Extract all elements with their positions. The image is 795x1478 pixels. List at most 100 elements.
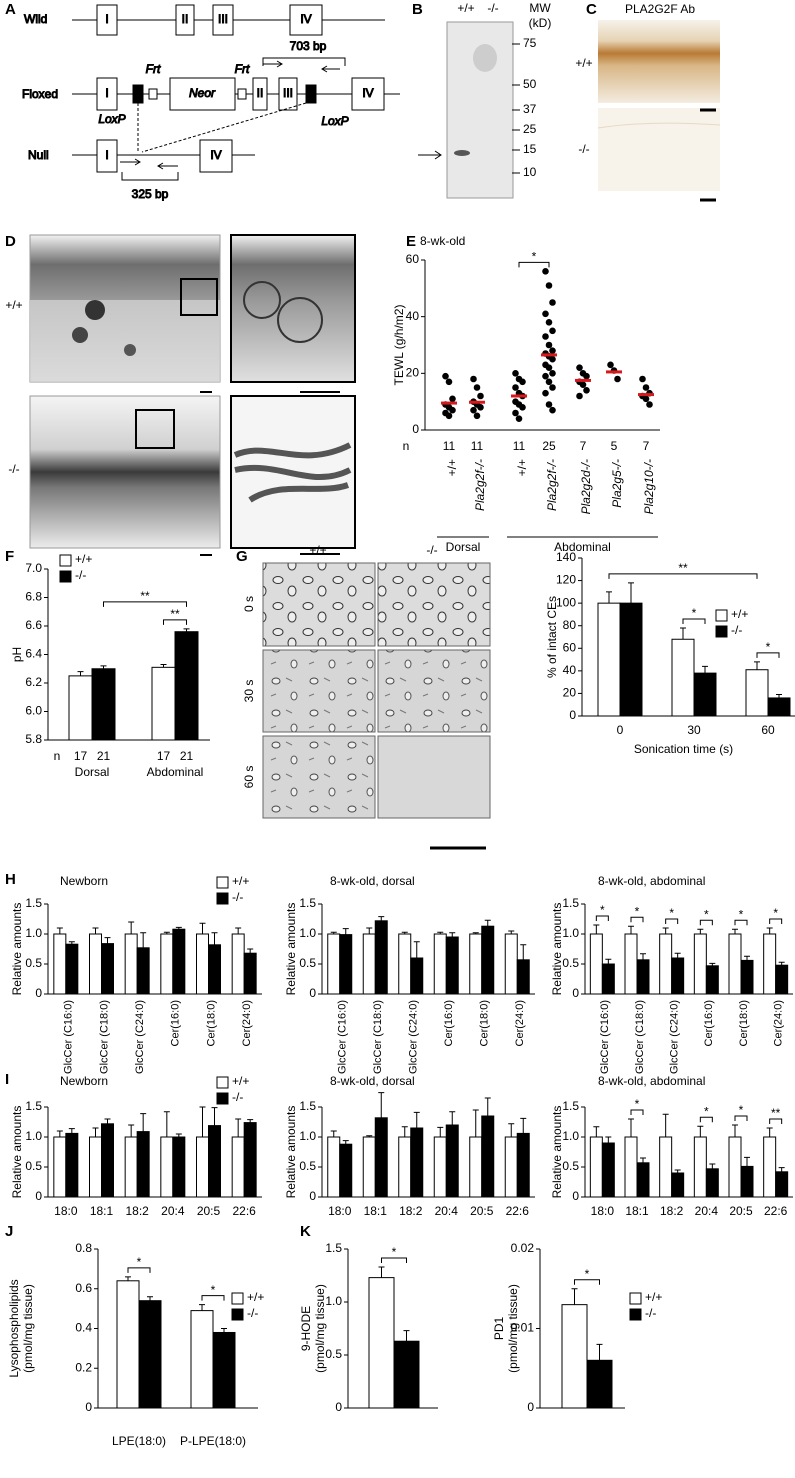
bar [208, 944, 221, 995]
y-tick-label: 1.0 [299, 1129, 316, 1143]
y-tick-label: 0.02 [511, 1241, 535, 1255]
chart-title: Newborn [60, 1074, 108, 1088]
significance-bracket [518, 261, 550, 268]
bar [705, 1168, 719, 1198]
error-bar [593, 1126, 600, 1137]
y-tick-label: 0.5 [299, 956, 316, 970]
n-label: 11 [471, 439, 484, 453]
bar [190, 1310, 214, 1409]
data-point [445, 378, 453, 386]
x-tick-label: GlcCer (C18:0) [634, 1000, 646, 1074]
x-tick-label: 22:6 [506, 1204, 530, 1218]
y-tick-label: 0.01 [511, 1321, 535, 1335]
bar [705, 965, 719, 995]
y-tick-label: 0 [309, 986, 316, 1000]
n-label: 11 [443, 439, 456, 453]
time-label: 60 s [242, 766, 256, 789]
significance-label: * [585, 1267, 590, 1281]
error-bar [104, 937, 111, 944]
y-tick-label: 0 [569, 708, 576, 722]
y-tick-label: 1.5 [562, 1099, 579, 1113]
error-bar [628, 925, 634, 934]
data-point [470, 375, 477, 383]
bar [398, 1136, 412, 1198]
y-tick-label: 40 [563, 663, 577, 677]
genotype-label: +/+ [575, 56, 592, 70]
mw-marker: 25 [523, 122, 537, 136]
chart-title: 8-wk-old [420, 234, 465, 248]
panel-letter: F [5, 548, 14, 565]
y-tick-label: 1.5 [25, 896, 42, 910]
data-point [583, 372, 590, 380]
panel-letter: B [412, 1, 423, 18]
error-bar [378, 1092, 385, 1118]
mw-marker: 10 [523, 165, 537, 179]
error-bar [732, 928, 738, 934]
data-point [614, 375, 621, 383]
error-bar [674, 952, 681, 958]
x-tick-label: 60 [761, 723, 775, 737]
y-tick-label: 0.5 [299, 1159, 316, 1173]
y-tick-label: 0 [572, 986, 579, 1000]
genotype-label: +/+ [309, 543, 326, 557]
y-tick-label: 120 [556, 573, 576, 587]
error-bar [571, 1288, 578, 1305]
y-tick-label: 6.4 [25, 647, 42, 661]
error-bar [640, 953, 646, 960]
error-bar [175, 926, 182, 930]
bar [745, 669, 769, 717]
y-tick-label: 0.5 [562, 1159, 579, 1173]
mean-bar [511, 394, 527, 398]
bar [172, 928, 186, 995]
bar [775, 964, 789, 995]
error-bar [697, 1125, 704, 1137]
exon-label: III [283, 86, 293, 100]
cassette-label: Neor [189, 86, 216, 100]
bar [136, 947, 150, 995]
x-tick-label: 18:1 [90, 1204, 114, 1218]
x-tick-label: 20:5 [729, 1204, 753, 1218]
significance-bracket [769, 1118, 783, 1124]
bar [374, 1117, 388, 1198]
y-axis-label: Relative amounts [550, 1106, 564, 1199]
error-bar [68, 1128, 75, 1134]
x-tick-label: 30 [687, 723, 701, 737]
significance-bracket [734, 1115, 748, 1121]
ihc-image [598, 108, 720, 191]
mean-bar [541, 353, 557, 357]
exon-label: III [218, 12, 228, 26]
error-bar [520, 944, 527, 960]
y-tick-label: 1.5 [299, 896, 316, 910]
error-bar [472, 932, 479, 934]
bar [624, 1136, 638, 1198]
bar [693, 672, 717, 717]
error-bar [104, 1118, 111, 1124]
y-tick-label: 1.5 [325, 1241, 342, 1255]
legend-swatch [715, 609, 728, 622]
error-bar [484, 919, 491, 927]
error-bar [449, 1111, 456, 1125]
panel-letter: D [5, 233, 16, 250]
bar [767, 697, 791, 717]
bar [659, 933, 673, 995]
error-bar [235, 927, 242, 934]
panel-letter: H [5, 871, 16, 888]
bar [619, 602, 643, 717]
row-label: Wild [24, 12, 47, 26]
significance-bracket [163, 619, 187, 625]
significance-bracket [201, 1295, 225, 1301]
bar [636, 959, 650, 995]
y-tick-label: 140 [556, 550, 576, 564]
data-point [545, 401, 553, 408]
genotype-label: -/- [8, 462, 19, 476]
error-bar [403, 1330, 410, 1342]
x-tick-label: 20:4 [435, 1204, 459, 1218]
significance-bracket [103, 601, 187, 607]
legend-swatch [231, 1308, 244, 1321]
bar [589, 933, 603, 995]
panel-letter: C [586, 1, 597, 18]
frt-label: Frt [146, 62, 161, 76]
x-tick-label: 18:2 [125, 1204, 149, 1218]
significance-label: * [669, 906, 674, 920]
